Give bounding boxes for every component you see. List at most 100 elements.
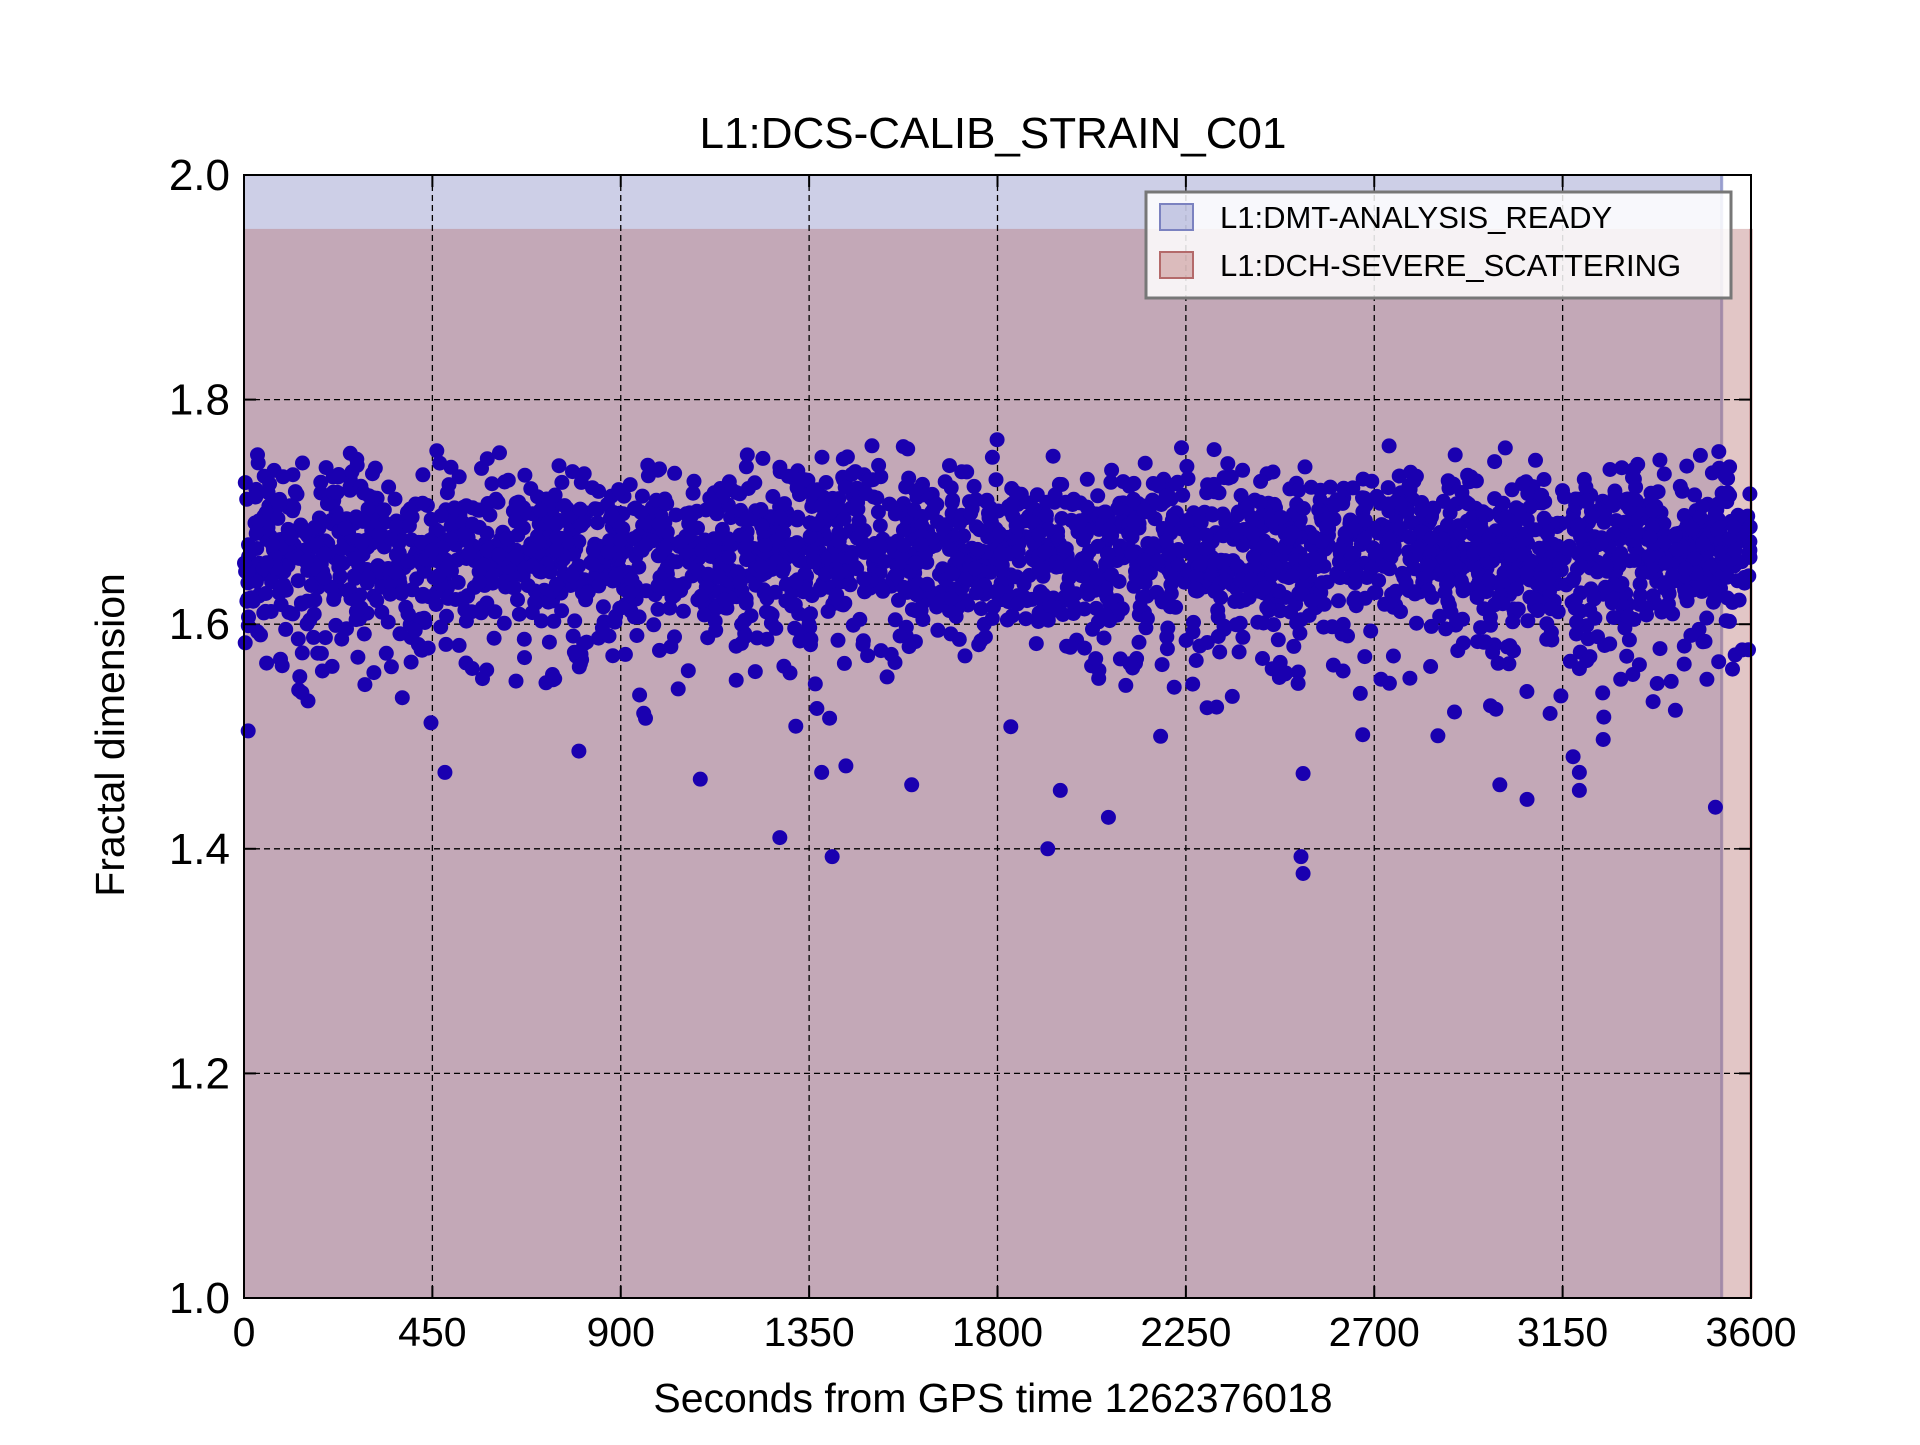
data-point bbox=[548, 577, 564, 593]
data-point bbox=[1153, 728, 1169, 744]
data-point bbox=[1101, 522, 1117, 538]
data-point bbox=[1131, 634, 1147, 650]
data-point bbox=[673, 534, 688, 550]
data-point bbox=[1235, 462, 1251, 478]
data-point bbox=[973, 601, 989, 617]
data-point bbox=[970, 541, 985, 557]
data-point bbox=[1154, 657, 1170, 673]
data-point bbox=[693, 588, 709, 604]
data-point bbox=[1393, 604, 1408, 620]
data-point bbox=[576, 466, 592, 482]
data-point bbox=[806, 553, 822, 569]
data-point bbox=[1695, 536, 1711, 552]
data-point bbox=[759, 631, 775, 647]
data-point bbox=[1504, 482, 1520, 498]
data-point bbox=[307, 592, 323, 608]
data-point bbox=[634, 488, 650, 504]
data-point bbox=[1009, 519, 1025, 535]
data-point bbox=[1731, 592, 1747, 608]
data-point bbox=[1596, 709, 1612, 725]
data-point-outlier bbox=[240, 723, 256, 739]
data-point bbox=[944, 566, 960, 582]
data-point bbox=[758, 604, 774, 620]
data-point bbox=[1175, 487, 1191, 503]
data-point bbox=[717, 592, 733, 608]
data-point bbox=[342, 445, 358, 461]
data-point bbox=[1289, 615, 1305, 631]
data-point bbox=[1727, 543, 1743, 559]
data-point bbox=[517, 467, 533, 483]
data-point bbox=[1711, 654, 1727, 670]
data-point bbox=[297, 525, 313, 541]
data-point bbox=[600, 544, 616, 560]
data-point bbox=[337, 520, 353, 536]
data-point bbox=[1494, 496, 1510, 512]
data-point bbox=[1466, 519, 1482, 535]
data-point bbox=[1198, 527, 1214, 543]
data-point bbox=[429, 443, 445, 459]
data-point bbox=[1316, 596, 1332, 612]
data-point bbox=[1704, 465, 1720, 481]
data-point bbox=[1297, 459, 1313, 475]
data-point bbox=[900, 441, 916, 457]
data-point bbox=[844, 466, 860, 482]
data-point bbox=[1212, 644, 1228, 660]
data-point bbox=[1363, 623, 1379, 639]
data-point bbox=[1168, 476, 1184, 492]
data-point bbox=[376, 502, 392, 518]
data-point bbox=[383, 659, 399, 675]
data-point bbox=[1079, 471, 1095, 487]
data-point-outlier bbox=[1295, 866, 1311, 882]
data-point bbox=[1319, 519, 1334, 535]
data-point bbox=[1707, 591, 1723, 607]
data-point bbox=[262, 476, 278, 492]
data-point bbox=[1632, 596, 1648, 612]
data-point-outlier bbox=[1571, 764, 1587, 780]
data-point bbox=[1166, 679, 1182, 695]
data-point bbox=[354, 535, 370, 551]
data-point bbox=[611, 482, 627, 498]
data-point bbox=[1422, 544, 1437, 560]
data-point bbox=[738, 459, 754, 475]
data-point bbox=[802, 528, 818, 544]
data-point bbox=[464, 661, 480, 676]
data-point bbox=[1536, 472, 1552, 487]
data-point bbox=[1568, 626, 1584, 642]
data-point bbox=[1075, 532, 1091, 548]
data-point bbox=[813, 580, 828, 596]
data-point bbox=[317, 570, 332, 586]
data-point bbox=[776, 560, 792, 576]
data-point-outlier bbox=[1052, 782, 1068, 798]
legend-swatch-severe-scattering bbox=[1159, 251, 1194, 279]
data-point bbox=[864, 438, 880, 454]
data-point bbox=[1158, 488, 1174, 504]
data-point bbox=[394, 690, 410, 706]
data-point bbox=[392, 626, 408, 642]
data-point bbox=[1506, 565, 1522, 581]
data-point bbox=[772, 509, 788, 525]
data-point bbox=[1652, 452, 1668, 468]
data-point bbox=[1045, 448, 1061, 464]
data-point bbox=[286, 499, 302, 515]
data-point bbox=[1229, 525, 1244, 541]
data-point bbox=[439, 608, 454, 624]
data-point bbox=[584, 480, 600, 496]
y-tick-label: 1.4 bbox=[169, 825, 230, 874]
data-point bbox=[275, 469, 291, 485]
data-point bbox=[829, 587, 845, 603]
data-point bbox=[1290, 664, 1306, 680]
data-point bbox=[1441, 573, 1457, 589]
data-point bbox=[1667, 702, 1683, 718]
data-point bbox=[908, 586, 924, 602]
data-point-outlier bbox=[1100, 809, 1116, 825]
data-point bbox=[1303, 593, 1319, 609]
data-point bbox=[1097, 504, 1113, 520]
data-point bbox=[1676, 638, 1692, 654]
data-point bbox=[861, 473, 877, 489]
data-point bbox=[356, 626, 372, 642]
data-point bbox=[458, 498, 474, 514]
data-point bbox=[1158, 533, 1174, 549]
data-point bbox=[638, 710, 653, 726]
data-point bbox=[1273, 510, 1289, 525]
